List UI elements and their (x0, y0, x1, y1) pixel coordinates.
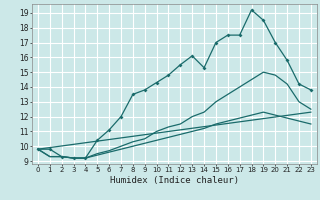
X-axis label: Humidex (Indice chaleur): Humidex (Indice chaleur) (110, 176, 239, 185)
